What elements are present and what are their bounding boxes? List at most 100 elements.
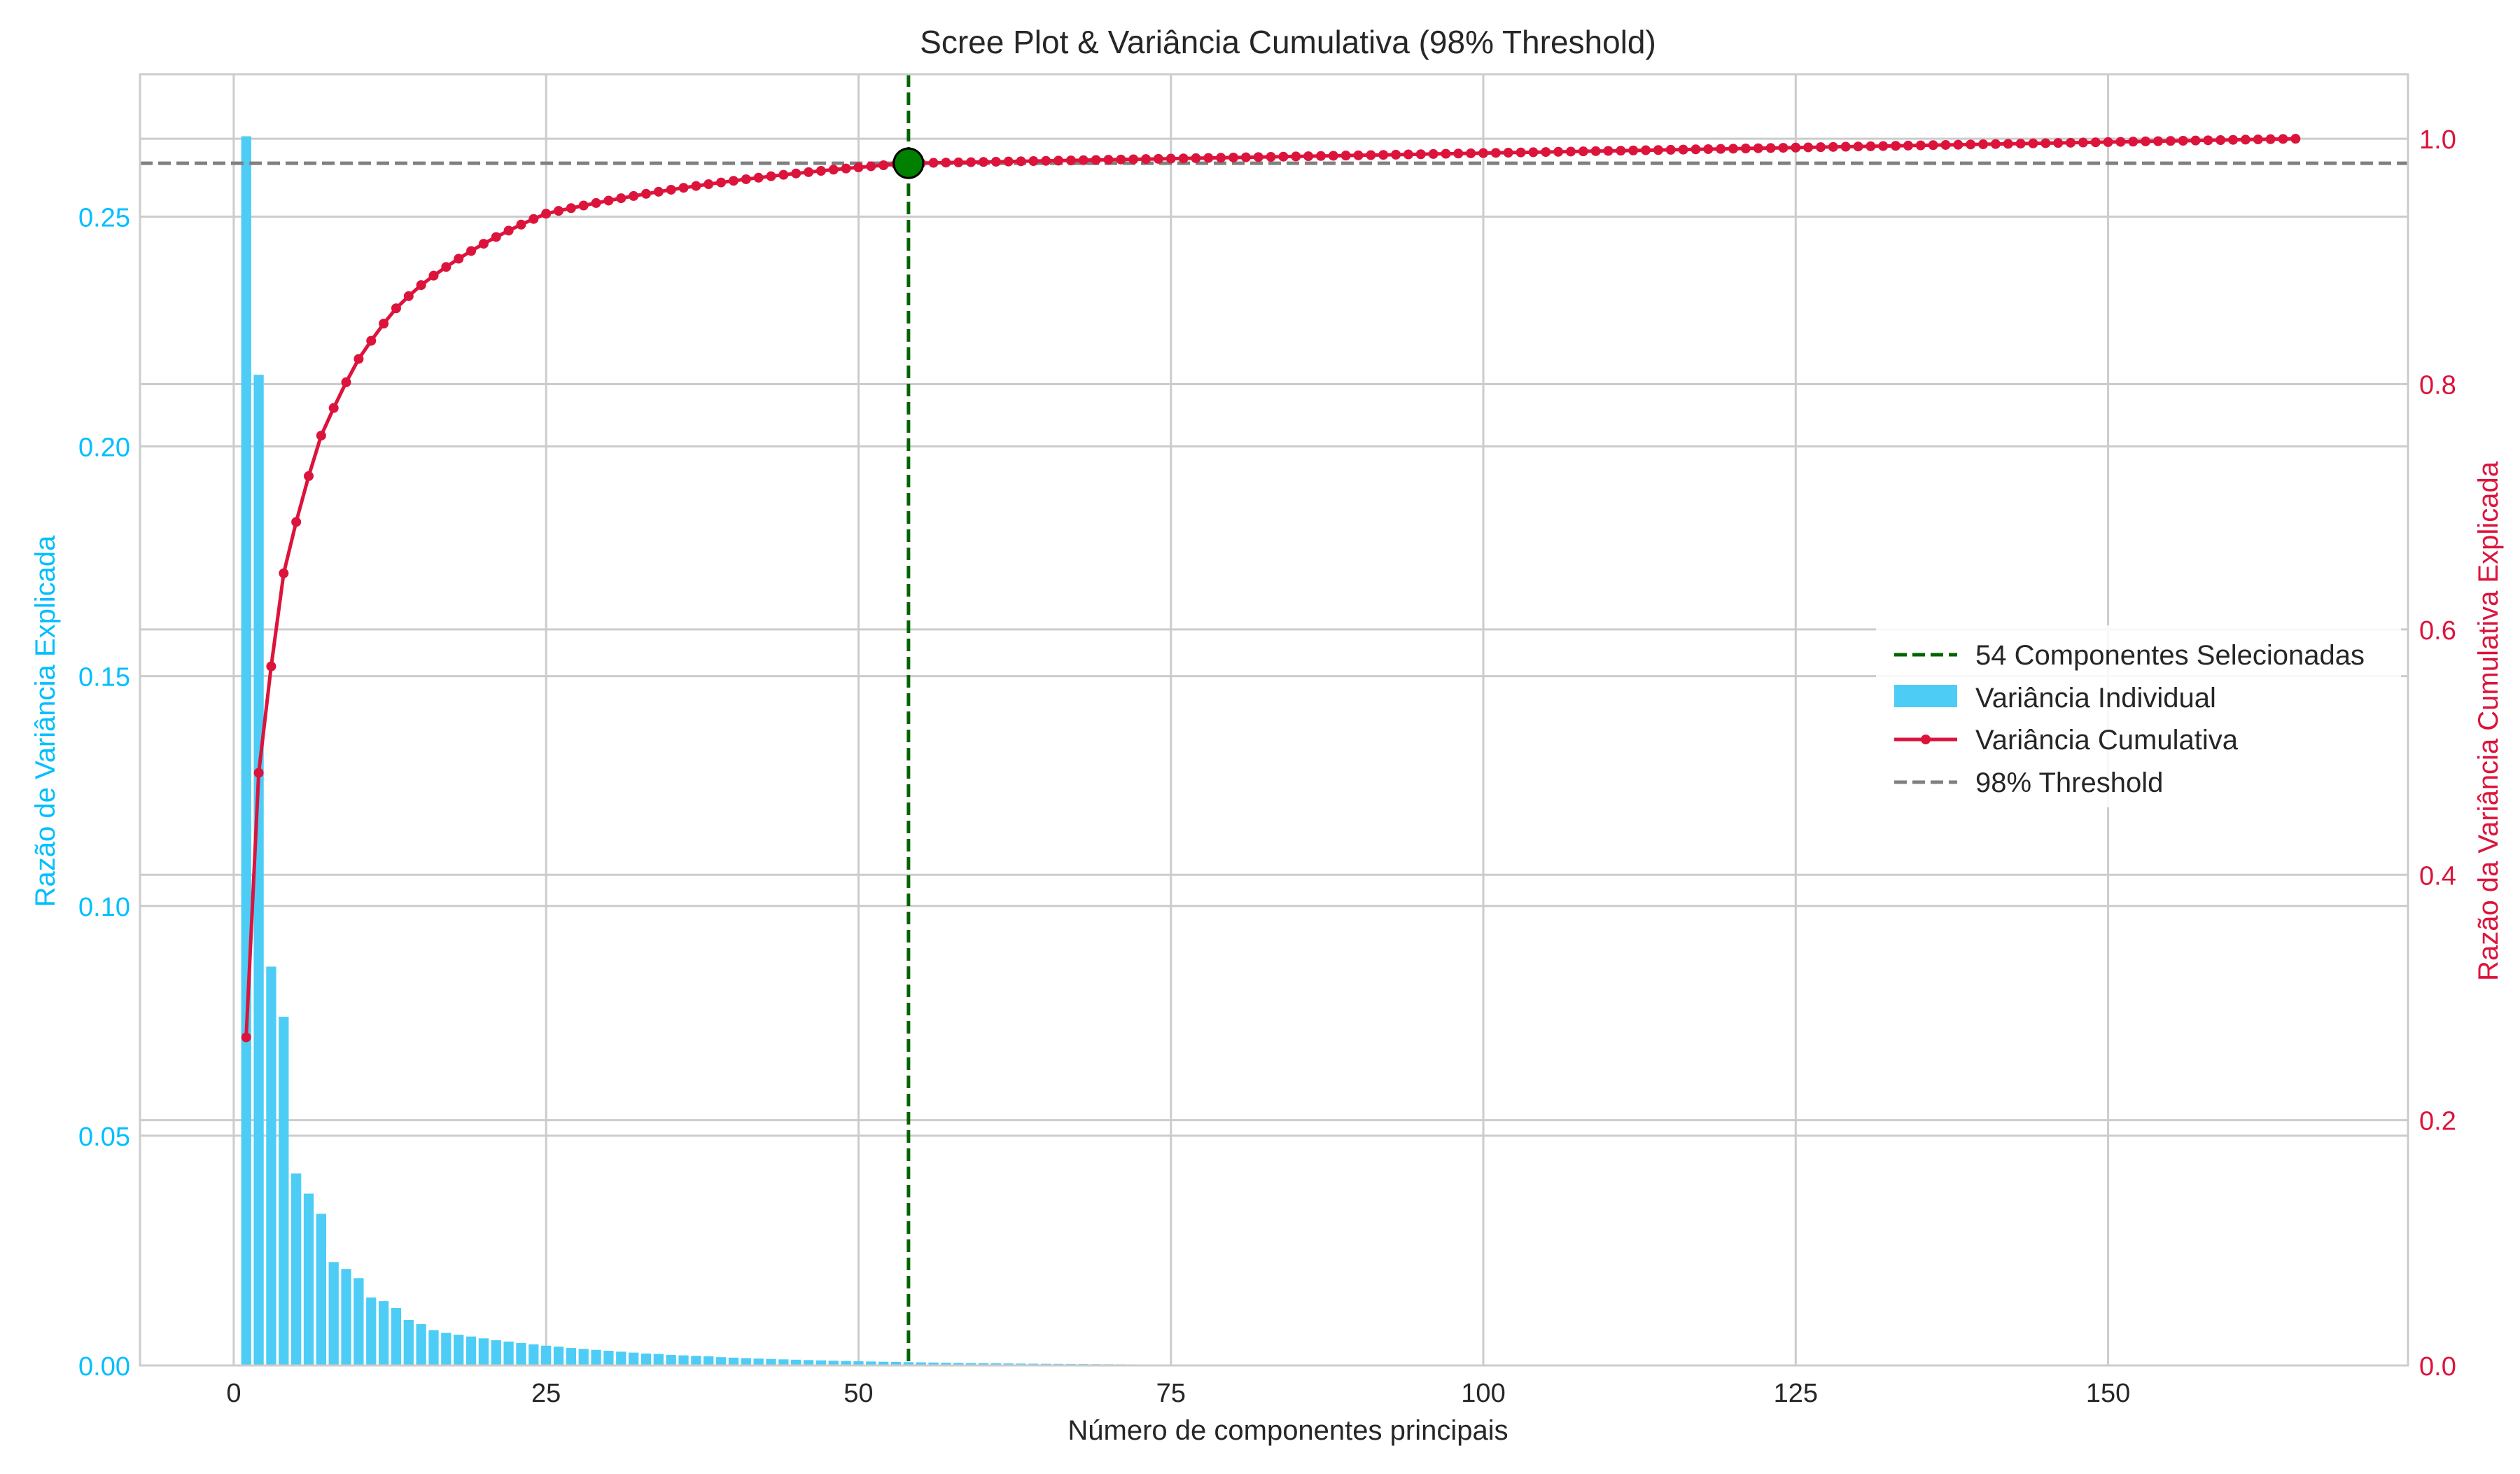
bar-component (541, 1345, 552, 1365)
cumulative-point (1940, 139, 1951, 150)
y-tick-label-left: 0.20 (78, 433, 130, 463)
cumulative-point (1403, 149, 1413, 160)
cumulative-point (1928, 140, 1938, 151)
cumulative-point (1828, 141, 1838, 152)
cumulative-point (616, 193, 626, 204)
cumulative-line-layer (241, 134, 2301, 1043)
x-axis-label: Número de componentes principais (1068, 1415, 1508, 1446)
cumulative-point (1366, 150, 1376, 160)
cumulative-point (1878, 141, 1889, 151)
cumulative-point (978, 157, 988, 167)
cumulative-point (653, 186, 664, 197)
y-tick-label-right: 0.6 (2419, 616, 2456, 646)
bar-component (903, 1362, 913, 1365)
cumulative-point (1353, 150, 1364, 160)
cumulative-point (1191, 153, 1201, 163)
legend-label-cumulative: Variância Cumulativa (1975, 725, 2239, 756)
cumulative-point (528, 214, 539, 224)
cumulative-point (1228, 152, 1238, 162)
x-tick-label: 150 (2086, 1379, 2130, 1408)
cumulative-point (941, 158, 951, 168)
cumulative-point (1503, 148, 1513, 158)
bar-component (741, 1358, 751, 1365)
bar-component (503, 1341, 514, 1365)
cumulative-point (1091, 155, 1101, 165)
legend-label-individual: Variância Individual (1975, 683, 2216, 714)
bar-component (465, 1336, 477, 1365)
y-tick-label-left: 0.05 (78, 1122, 130, 1152)
cumulative-point (1778, 143, 1788, 153)
cumulative-point (1003, 156, 1014, 167)
cumulative-point (853, 162, 864, 173)
cumulative-point (516, 219, 526, 230)
cumulative-point (1016, 156, 1026, 167)
cumulative-point (428, 270, 439, 281)
cumulative-point (2278, 134, 2288, 144)
cumulative-point (1166, 153, 1176, 164)
cumulative-point (640, 188, 651, 199)
legend: 54 Componentes Selecionadas Variância In… (1876, 625, 2401, 807)
cumulative-point (1516, 147, 1526, 158)
cumulative-point (953, 157, 964, 167)
cumulative-point (1865, 141, 1876, 151)
cumulative-point (1178, 153, 1189, 164)
cumulative-point (241, 1032, 251, 1043)
cumulative-point (2078, 137, 2088, 148)
cumulative-point (1616, 146, 1626, 156)
legend-handle-individual (1894, 685, 1957, 707)
y-tick-label-left: 0.00 (78, 1352, 130, 1382)
cumulative-point (1653, 145, 1663, 155)
cumulative-point (828, 165, 839, 175)
cumulative-point (366, 335, 377, 346)
cumulative-point (1528, 147, 1539, 158)
cumulative-point (454, 253, 464, 264)
bar-component (653, 1354, 664, 1365)
y-axis-label-right: Razão da Variância Cumulativa Explicada (2473, 461, 2504, 981)
cumulative-point (2178, 135, 2188, 146)
cumulative-point (2240, 134, 2250, 145)
bar-component (491, 1340, 501, 1365)
cumulative-point (1903, 140, 1913, 151)
cumulative-point (2265, 134, 2276, 144)
bar-component (890, 1362, 902, 1365)
cumulative-point (1466, 148, 1476, 158)
y-tick-label-left: 0.25 (78, 203, 130, 232)
bar-component (853, 1361, 864, 1365)
cumulative-point (1966, 139, 1976, 150)
bar-component (640, 1353, 652, 1365)
cumulative-point (1041, 155, 1051, 166)
cumulative-point (341, 377, 351, 387)
cumulative-point (666, 184, 676, 195)
chart-title: Scree Plot & Variância Cumulativa (98% T… (920, 24, 1656, 60)
cumulative-point (2053, 138, 2064, 148)
bar-component (391, 1307, 402, 1365)
cumulative-point (1103, 155, 1114, 165)
bar-component (678, 1355, 689, 1365)
cumulative-point (1153, 153, 1163, 164)
legend-frame (1876, 625, 2401, 807)
y-tick-label-right: 1.0 (2419, 125, 2456, 155)
bar-component (454, 1335, 464, 1365)
cumulative-point (1953, 139, 1963, 150)
cumulative-point (766, 171, 776, 181)
cumulative-point (1065, 155, 1076, 166)
cumulative-point (2103, 137, 2113, 147)
cumulative-point (1116, 154, 1126, 165)
cumulative-point (691, 181, 701, 191)
bar-component (428, 1330, 439, 1365)
cumulative-point (678, 183, 689, 193)
cumulative-point (2090, 137, 2101, 148)
cumulative-point (1565, 146, 1576, 157)
bar-component (916, 1362, 926, 1365)
bar-component (241, 136, 251, 1366)
bar-component (328, 1262, 339, 1365)
bar-component (566, 1348, 577, 1365)
cumulative-point (1303, 151, 1314, 162)
cumulative-point (1291, 151, 1301, 162)
bar-component (753, 1358, 764, 1365)
cumulative-point (1391, 149, 1401, 160)
y-tick-label-right: 0.2 (2419, 1107, 2456, 1136)
bar-component (715, 1357, 727, 1365)
